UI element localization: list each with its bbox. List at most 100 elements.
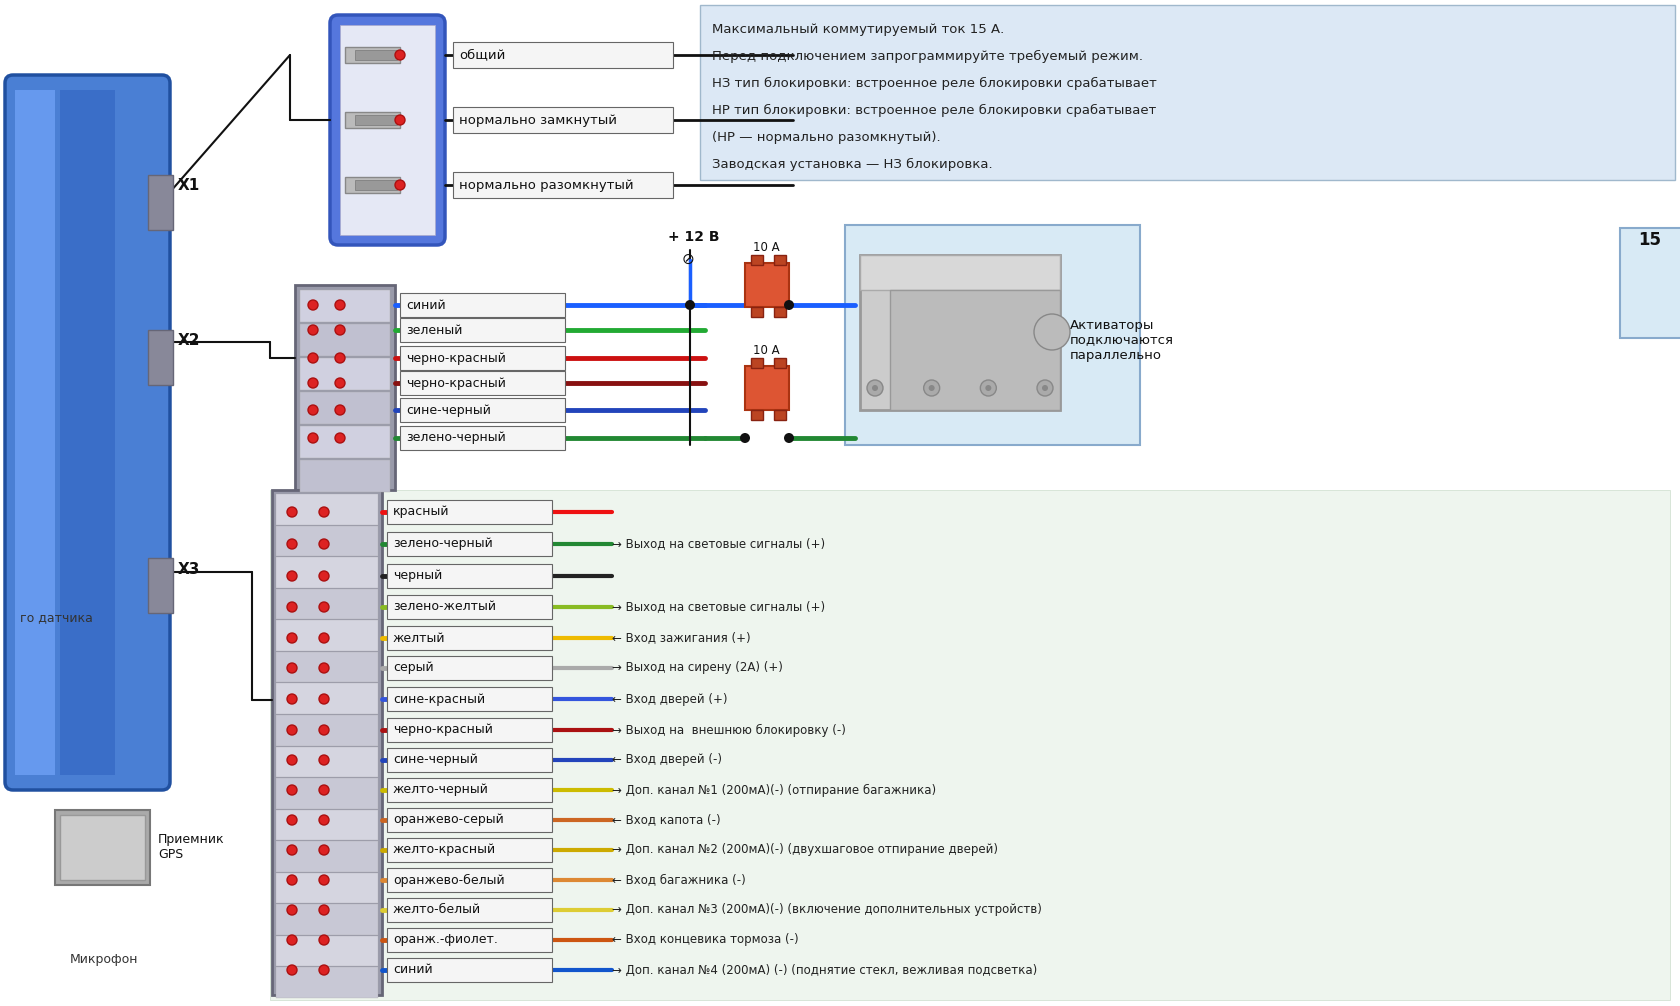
Text: → Доп. канал №3 (200мА)(-) (включение дополнительных устройств): → Доп. канал №3 (200мА)(-) (включение до… xyxy=(612,903,1042,916)
Text: → Выход на  внешнюю блокировку (-): → Выход на внешнюю блокировку (-) xyxy=(612,723,845,736)
Circle shape xyxy=(287,725,297,735)
Circle shape xyxy=(319,845,329,855)
Bar xyxy=(272,490,381,995)
Bar xyxy=(299,290,390,322)
Bar xyxy=(400,318,564,342)
Circle shape xyxy=(287,571,297,581)
Bar xyxy=(299,392,390,424)
Circle shape xyxy=(319,905,329,915)
Text: → Доп. канал №2 (200мА)(-) (двухшаговое отпирание дверей): → Доп. канал №2 (200мА)(-) (двухшаговое … xyxy=(612,843,998,856)
Circle shape xyxy=(287,785,297,795)
Text: + 12 В: + 12 В xyxy=(667,230,719,244)
Circle shape xyxy=(287,815,297,825)
Text: Х1: Х1 xyxy=(178,177,200,192)
Bar xyxy=(386,500,551,524)
Bar xyxy=(148,330,173,385)
Bar xyxy=(400,426,564,450)
Circle shape xyxy=(319,663,329,673)
Circle shape xyxy=(307,378,318,388)
Bar xyxy=(344,47,400,63)
Text: Перед подключением запрограммируйте требуемый режим.: Перед подключением запрограммируйте треб… xyxy=(712,50,1142,63)
Bar xyxy=(386,808,551,832)
Bar xyxy=(276,778,378,809)
Text: синий: синий xyxy=(393,964,432,977)
Bar xyxy=(751,255,763,265)
Text: Х3: Х3 xyxy=(178,562,200,577)
Bar xyxy=(60,90,114,775)
Circle shape xyxy=(334,378,344,388)
Bar xyxy=(386,868,551,892)
Circle shape xyxy=(334,300,344,310)
Bar xyxy=(860,255,1060,290)
Text: Приемник
GPS: Приемник GPS xyxy=(158,833,225,861)
Circle shape xyxy=(319,875,329,885)
Bar xyxy=(148,558,173,613)
Text: 10 А: 10 А xyxy=(753,240,780,254)
Bar xyxy=(354,50,396,60)
Text: серый: серый xyxy=(393,662,433,674)
Bar xyxy=(773,307,786,317)
Circle shape xyxy=(287,875,297,885)
Circle shape xyxy=(984,385,991,391)
Text: общий: общий xyxy=(459,48,506,61)
Circle shape xyxy=(319,754,329,765)
Bar xyxy=(276,936,378,967)
Bar xyxy=(276,746,378,777)
Circle shape xyxy=(319,507,329,517)
Circle shape xyxy=(287,633,297,643)
Circle shape xyxy=(927,385,934,391)
Bar xyxy=(339,25,435,235)
Bar xyxy=(299,460,390,492)
Circle shape xyxy=(319,571,329,581)
Circle shape xyxy=(287,602,297,612)
Text: черно-красный: черно-красный xyxy=(407,351,506,364)
Text: зелено-черный: зелено-черный xyxy=(407,432,506,445)
Circle shape xyxy=(1042,385,1047,391)
Bar xyxy=(751,307,763,317)
Circle shape xyxy=(319,965,329,975)
Text: черно-красный: черно-красный xyxy=(407,376,506,389)
Text: го датчика: го датчика xyxy=(20,612,92,625)
Bar xyxy=(276,525,378,556)
Bar xyxy=(386,656,551,680)
FancyBboxPatch shape xyxy=(329,15,445,245)
Circle shape xyxy=(922,380,939,396)
Text: Максимальный коммутируемый ток 15 А.: Максимальный коммутируемый ток 15 А. xyxy=(712,23,1003,36)
Bar xyxy=(386,626,551,650)
Text: желто-белый: желто-белый xyxy=(393,903,480,916)
Circle shape xyxy=(334,325,344,335)
Bar xyxy=(386,718,551,742)
Bar xyxy=(452,172,672,198)
Text: НР тип блокировки: встроенное реле блокировки срабатывает: НР тип блокировки: встроенное реле блоки… xyxy=(712,104,1156,117)
Circle shape xyxy=(1033,314,1070,350)
Text: сине-черный: сине-черный xyxy=(393,753,477,767)
Bar xyxy=(386,778,551,802)
Bar xyxy=(386,838,551,862)
Circle shape xyxy=(287,507,297,517)
Text: ← Вход багажника (-): ← Вход багажника (-) xyxy=(612,873,746,886)
Text: нормально разомкнутый: нормально разомкнутый xyxy=(459,178,633,191)
Bar xyxy=(270,490,1668,1000)
Text: НЗ тип блокировки: встроенное реле блокировки срабатывает: НЗ тип блокировки: встроенное реле блоки… xyxy=(712,77,1156,91)
Text: → Выход на световые сигналы (+): → Выход на световые сигналы (+) xyxy=(612,537,825,550)
Bar xyxy=(773,255,786,265)
Bar xyxy=(276,810,378,840)
Text: ← Вход капота (-): ← Вход капота (-) xyxy=(612,814,721,827)
Circle shape xyxy=(287,754,297,765)
Circle shape xyxy=(395,115,405,125)
Bar xyxy=(860,255,1060,410)
Text: черный: черный xyxy=(393,569,442,582)
Bar xyxy=(294,285,395,490)
Circle shape xyxy=(319,785,329,795)
Bar xyxy=(299,358,390,390)
Bar xyxy=(276,494,378,524)
Text: зелено-черный: зелено-черный xyxy=(393,537,492,550)
Bar xyxy=(55,810,150,885)
Text: желто-черный: желто-черный xyxy=(393,784,489,797)
Circle shape xyxy=(307,353,318,363)
Bar xyxy=(452,107,672,133)
Circle shape xyxy=(1037,380,1052,396)
Bar xyxy=(386,928,551,952)
Bar xyxy=(400,293,564,317)
Text: ← Вход концевика тормоза (-): ← Вход концевика тормоза (-) xyxy=(612,934,798,947)
